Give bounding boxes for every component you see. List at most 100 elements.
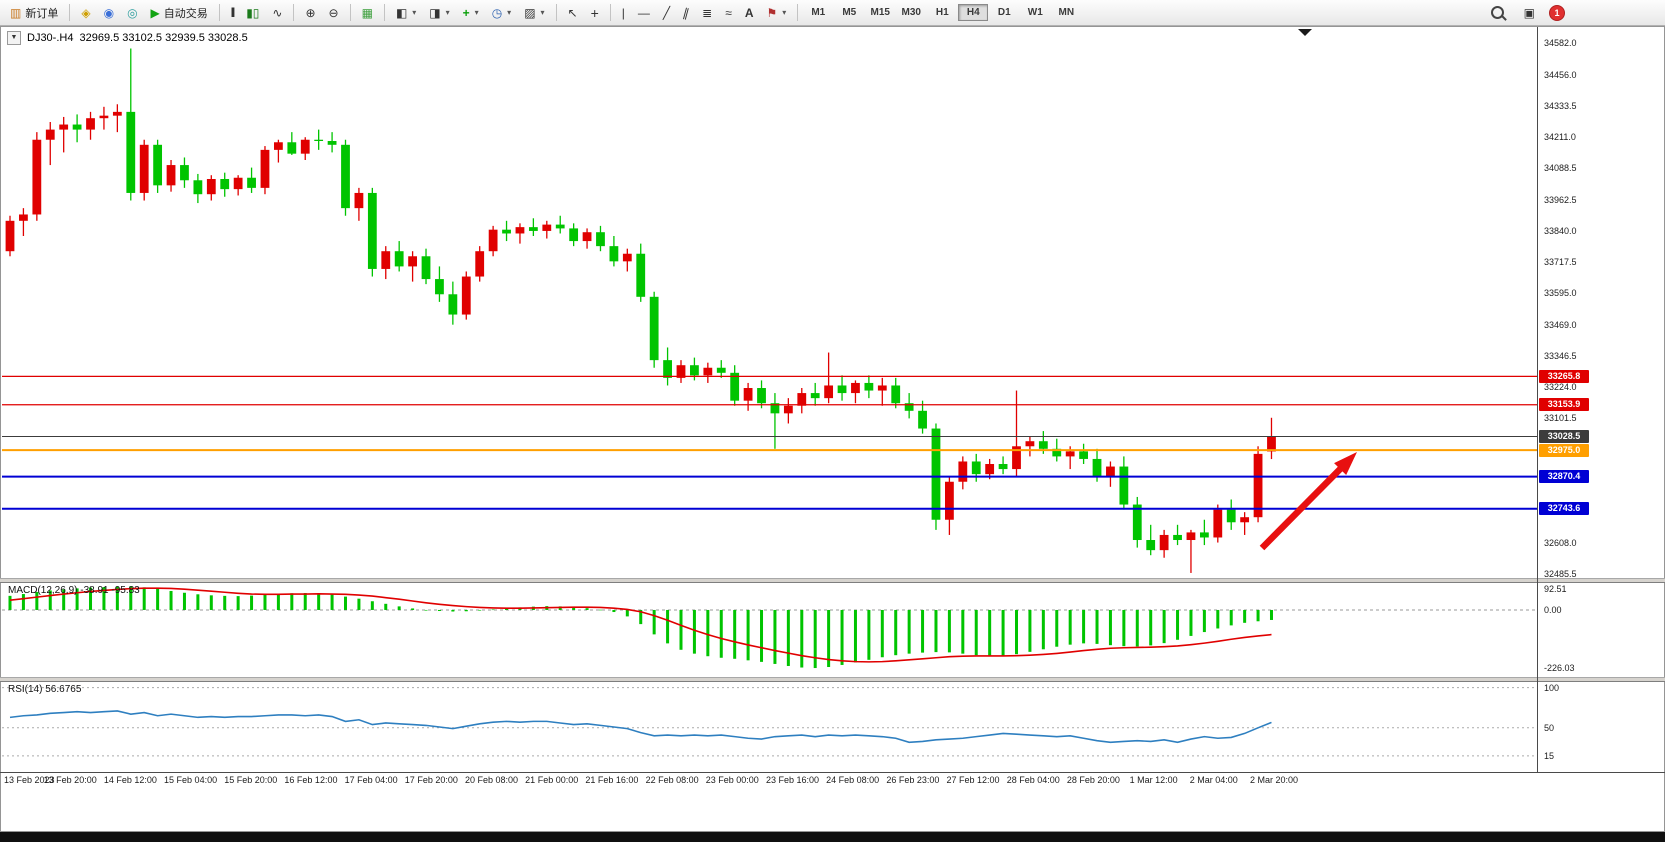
price-tag: 33265.8 (1539, 369, 1589, 383)
candle (1052, 448, 1062, 457)
text-tool-button[interactable]: A (739, 2, 760, 24)
new-window-button[interactable]: ▣ (1518, 2, 1541, 24)
candle (1106, 466, 1115, 477)
price-axis-label: 33840.0 (1544, 225, 1577, 236)
crosshair-icon: + (590, 4, 599, 21)
terminal-icon: ◎ (127, 5, 138, 20)
candle (126, 111, 136, 193)
price-axis-label: 34333.5 (1544, 100, 1577, 111)
candle (636, 253, 646, 297)
time-axis-label: 28 Feb 04:00 (1006, 775, 1060, 785)
trend-line-button[interactable]: ╱ (657, 2, 676, 24)
main-price-chart[interactable] (2, 27, 1537, 577)
vertical-line-button[interactable]: | (616, 2, 631, 24)
elliott-wave-button[interactable]: ≈ (719, 2, 738, 24)
chevron-down-icon: ▾ (445, 8, 450, 17)
price-tag: 32743.6 (1539, 502, 1589, 516)
new-order-button[interactable]: ▥ 新订单 (4, 2, 64, 24)
new-order-label: 新订单 (25, 7, 59, 20)
navigator-button[interactable]: ◉ (98, 2, 120, 24)
price-axis-label: 34088.5 (1544, 162, 1577, 173)
time-axis-label: 15 Feb 20:00 (224, 775, 278, 785)
market-watch-button[interactable]: ◈ (75, 2, 96, 24)
timeframe-m5-button[interactable]: M5 (842, 7, 857, 18)
terminal-button[interactable]: ◎ (121, 2, 143, 24)
rsi-indicator-pane[interactable] (2, 682, 1537, 772)
cursor-button[interactable]: ↖ (562, 2, 584, 24)
chart-window-2-button[interactable]: ◨ ▾ (423, 2, 455, 24)
toolbar-separator (349, 4, 351, 21)
time-axis-label: 1 Mar 12:00 (1129, 775, 1178, 785)
bar-chart-button[interactable]: ||| (225, 2, 239, 24)
timeframe-h4-button[interactable]: H4 (958, 4, 989, 21)
symbol-dropdown-icon[interactable]: ▼ (7, 31, 21, 45)
channel-button[interactable]: ∥ (677, 2, 695, 24)
timeframe-w1-button[interactable]: W1 (1027, 7, 1043, 18)
main-toolbar: ▥ 新订单 ◈ ◉ ◎ ▶ 自动交易 ||| ▮▯ ∿ ⊕ ⊖ ▦ ◧ ▾ ◨ ▾ … (0, 0, 1665, 26)
timeframe-m15-button[interactable]: M15 (870, 7, 890, 18)
price-axis[interactable]: 34582.0 34456.0 34333.5 34211.0 34088.5 33962… (1538, 0, 1665, 842)
label-flag-icon: ⚑ (766, 5, 778, 20)
chevron-down-icon: ▾ (507, 8, 512, 17)
candle (663, 360, 672, 378)
candle (824, 385, 834, 399)
new-window-icon: ▣ (1523, 5, 1535, 20)
rsi-value: 56.6765 (45, 684, 82, 695)
macd-indicator-pane[interactable] (2, 583, 1537, 676)
toolbar-separator (218, 4, 220, 21)
time-axis[interactable]: 13 Feb 2023 13 Feb 20:00 14 Feb 12:00 15 Fe… (2, 774, 1535, 789)
search-button[interactable] (1485, 2, 1510, 24)
timeframe-mn-button[interactable]: MN (1058, 7, 1075, 18)
time-axis-label: 2 Mar 04:00 (1189, 775, 1238, 785)
horizontal-line-button[interactable]: — (632, 2, 656, 24)
price-tag: 32975.0 (1539, 443, 1589, 457)
rsi-name: RSI(14) (8, 684, 43, 695)
candle (569, 228, 579, 242)
trend-arrow-annotation[interactable] (1259, 452, 1357, 551)
candle (1065, 451, 1075, 457)
candle (112, 111, 122, 116)
chart-window-icon: ◧ (395, 5, 408, 20)
timeframe-h1-button[interactable]: H1 (935, 7, 949, 18)
candlestick-chart-button[interactable]: ▮▯ (240, 2, 265, 24)
period-button[interactable]: ◷ ▾ (486, 2, 518, 24)
candle (19, 214, 28, 221)
candle (166, 165, 176, 186)
timeframe-m1-button[interactable]: M1 (811, 7, 826, 18)
notification-badge[interactable]: 1 (1549, 4, 1565, 21)
price-axis-label: 32608.0 (1544, 538, 1577, 549)
shapes-button[interactable]: ⚑ ▾ (760, 2, 792, 24)
timeframe-m30-button[interactable]: M30 (901, 7, 921, 18)
crosshair-button[interactable]: + (585, 2, 605, 24)
time-axis-label: 17 Feb 20:00 (404, 775, 458, 785)
pane-splitter-macd[interactable] (0, 578, 1665, 583)
candle (354, 192, 364, 209)
add-indicator-button[interactable]: + ▾ (457, 2, 485, 24)
candle (139, 144, 149, 193)
rsi-label: RSI(14) 56.6765 (8, 684, 81, 695)
candle (851, 382, 860, 394)
time-axis-label: 13 Feb 2023 (4, 775, 55, 785)
fibonacci-button[interactable]: ≣ (696, 2, 718, 24)
add-indicator-icon: + (462, 5, 470, 20)
candle (59, 124, 69, 130)
arrange-windows-button[interactable]: ▦ (356, 2, 379, 24)
chart-window-button[interactable]: ◧ ▾ (390, 2, 422, 24)
price-axis-separator (1537, 27, 1538, 772)
template-button[interactable]: ▨ ▾ (518, 2, 550, 24)
cursor-icon: ↖ (567, 5, 578, 20)
candle (1146, 540, 1156, 551)
zoom-out-button[interactable]: ⊖ (323, 2, 345, 24)
zoom-in-button[interactable]: ⊕ (299, 2, 321, 24)
price-axis-label: 34456.0 (1544, 69, 1577, 80)
candle (461, 276, 471, 315)
candle (877, 385, 887, 391)
candle (904, 403, 914, 411)
time-axis-label: 17 Feb 04:00 (344, 775, 398, 785)
timeframe-d1-button[interactable]: D1 (997, 7, 1011, 18)
line-chart-button[interactable]: ∿ (266, 2, 288, 24)
candle (502, 229, 511, 234)
candle (1038, 441, 1048, 449)
auto-trading-button[interactable]: ▶ 自动交易 (145, 2, 214, 24)
pane-splitter-rsi[interactable] (0, 677, 1665, 682)
